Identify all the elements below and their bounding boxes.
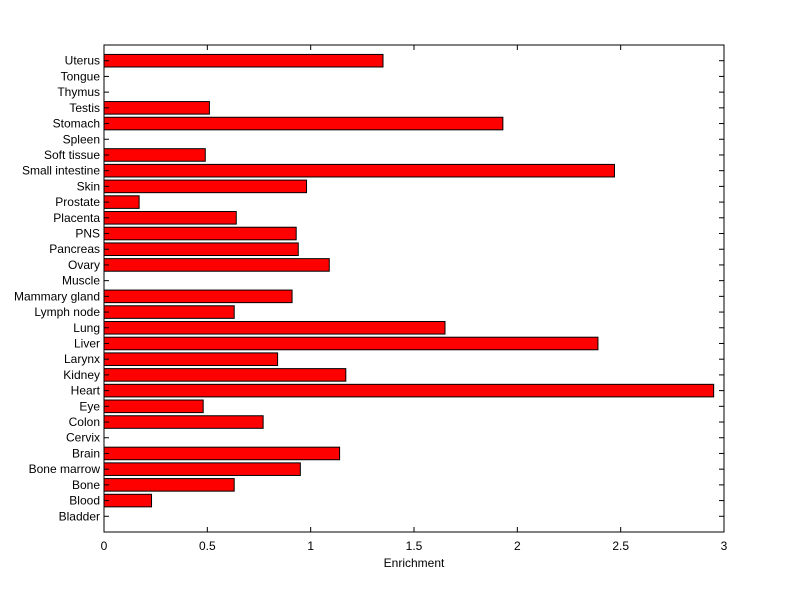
- y-tick-label-skin: Skin: [77, 179, 100, 193]
- y-tick-label-uterus: Uterus: [65, 54, 100, 68]
- x-tick-label: 3: [721, 539, 728, 553]
- x-tick-label: 0.5: [199, 539, 216, 553]
- y-tick-label-larynx: Larynx: [64, 352, 100, 366]
- y-tick-label-blood: Blood: [69, 494, 100, 508]
- bar-eye: [103, 399, 204, 414]
- y-tick-label-colon: Colon: [69, 415, 100, 429]
- bar-skin: [103, 179, 308, 194]
- y-tick-label-thymus: Thymus: [57, 85, 100, 99]
- bar-bone-marrow: [103, 462, 301, 476]
- y-tick-label-bone: Bone: [72, 478, 100, 492]
- bar-lung: [103, 320, 446, 335]
- y-tick-label-cervix: Cervix: [66, 431, 100, 445]
- y-tick-label-tongue: Tongue: [61, 69, 101, 83]
- y-tick-label-lymph-node: Lymph node: [34, 305, 100, 319]
- bar-kidney: [103, 368, 347, 382]
- bar-liver: [103, 336, 599, 351]
- bar-mammary-gland: [103, 289, 293, 304]
- y-tick-label-testis: Testis: [69, 101, 100, 115]
- bar-heart: [103, 383, 715, 398]
- bar-uterus: [103, 53, 384, 68]
- y-tick-label-brain: Brain: [72, 446, 100, 460]
- x-tick-label: 0: [101, 539, 108, 553]
- x-tick-label: 1.5: [406, 539, 423, 553]
- y-tick-label-bladder: Bladder: [59, 509, 100, 523]
- bar-placenta: [103, 211, 237, 225]
- bar-stomach: [103, 116, 504, 131]
- y-tick-label-lung: Lung: [73, 321, 100, 335]
- y-tick-label-prostate: Prostate: [55, 195, 100, 209]
- bar-prostate: [103, 195, 140, 209]
- bar-colon: [103, 415, 264, 429]
- y-tick-label-muscle: Muscle: [62, 274, 100, 288]
- x-tick-label: 2.5: [612, 539, 629, 553]
- y-tick-label-small-intestine: Small intestine: [22, 164, 100, 178]
- bar-blood: [103, 493, 153, 508]
- bar-small-intestine: [103, 163, 615, 178]
- y-tick-label-soft-tissue: Soft tissue: [44, 148, 100, 162]
- bar-ovary: [103, 258, 330, 272]
- bar-soft-tissue: [103, 148, 206, 162]
- y-tick-label-spleen: Spleen: [63, 132, 100, 146]
- x-axis-label: Enrichment: [384, 556, 445, 570]
- y-tick-label-liver: Liver: [74, 336, 100, 350]
- bar-lymph-node: [103, 305, 235, 319]
- x-axis-ticks: 0 0.5 1 1.5 2 2.5 3: [101, 45, 728, 553]
- y-tick-label-kidney: Kidney: [63, 368, 100, 382]
- y-tick-label-heart: Heart: [71, 384, 101, 398]
- y-tick-label-bone-marrow: Bone marrow: [29, 462, 101, 476]
- bar-larynx: [103, 352, 279, 366]
- plot-frame: [103, 44, 725, 533]
- bar-brain: [103, 446, 341, 461]
- y-tick-label-ovary: Ovary: [68, 258, 100, 272]
- bar-pns: [103, 226, 297, 241]
- y-tick-label-pns: PNS: [75, 227, 100, 241]
- x-tick-label: 1: [307, 539, 314, 553]
- y-tick-label-eye: Eye: [79, 399, 100, 413]
- y-tick-label-placenta: Placenta: [53, 211, 100, 225]
- y-tick-label-stomach: Stomach: [53, 117, 100, 131]
- bar-pancreas: [103, 242, 299, 257]
- y-tick-label-mammary-gland: Mammary gland: [14, 289, 100, 303]
- y-tick-label-pancreas: Pancreas: [49, 242, 100, 256]
- bar-testis: [103, 101, 210, 115]
- x-tick-label: 2: [514, 539, 521, 553]
- bar-bone: [103, 478, 235, 492]
